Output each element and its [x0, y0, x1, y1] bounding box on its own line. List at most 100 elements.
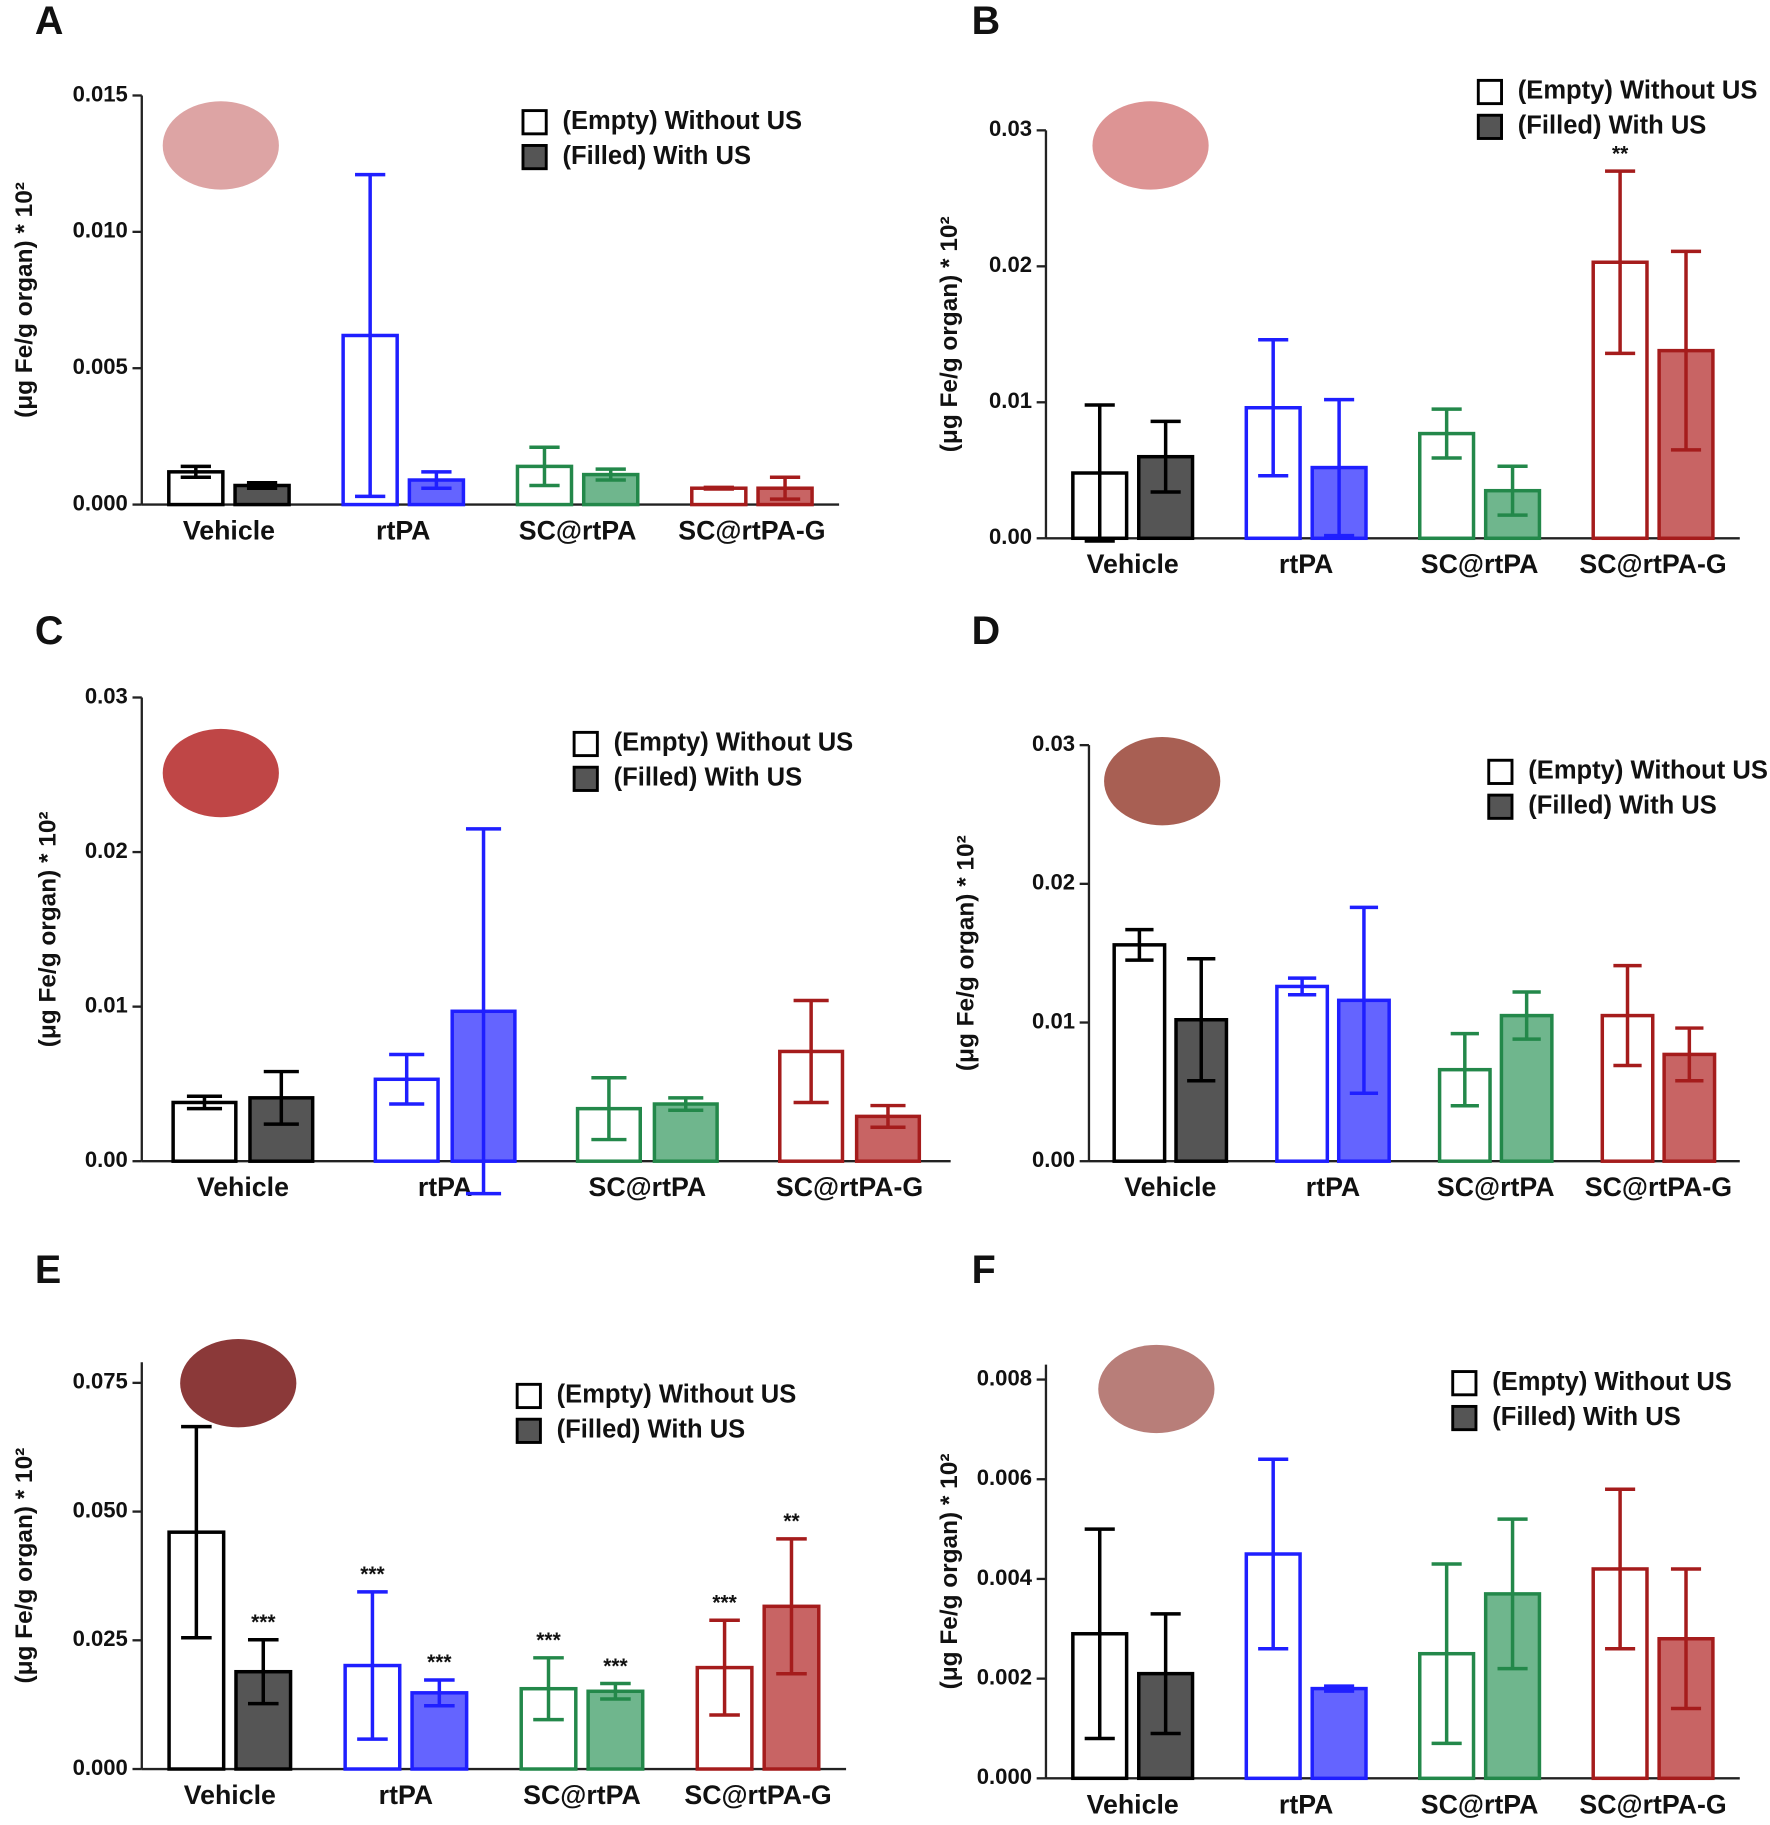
error-bar — [1675, 1026, 1704, 1083]
legend-label: (Filled) With US — [1528, 791, 1717, 819]
x-tick-label: Vehicle — [184, 1780, 276, 1810]
error-bar — [533, 1656, 564, 1722]
error-bar — [1287, 976, 1317, 997]
y-tick-label: 0.02 — [1032, 870, 1075, 895]
error-bar — [1450, 1031, 1479, 1108]
error-bar — [769, 475, 801, 501]
x-tick-label: rtPA — [1306, 1172, 1360, 1202]
significance-label: *** — [603, 1655, 628, 1678]
y-tick-label: 0.002 — [977, 1664, 1032, 1689]
y-tick-label: 0.01 — [85, 992, 128, 1017]
error-bar — [1670, 1567, 1702, 1711]
legend-label: (Empty) Without US — [557, 1381, 797, 1409]
x-tick-label: rtPA — [1279, 549, 1333, 579]
x-tick-label: Vehicle — [1087, 1789, 1179, 1819]
organ-icon — [162, 728, 279, 818]
x-tick-label: rtPA — [1279, 1789, 1333, 1819]
error-bar — [1605, 169, 1636, 356]
legend-swatch — [572, 765, 599, 792]
x-tick-label: SC@rtPA — [1421, 1789, 1539, 1819]
x-tick-label: SC@rtPA — [1437, 1172, 1555, 1202]
y-axis-label: (μg Fe/g organ) * 10² — [34, 811, 61, 1047]
error-bar — [668, 1096, 704, 1112]
legend-swatch — [515, 1417, 542, 1444]
legend-swatch — [1451, 1404, 1478, 1432]
error-bar — [1150, 1612, 1181, 1736]
significance-label: *** — [712, 1591, 737, 1614]
significance-label: *** — [536, 1629, 561, 1652]
significance-label: ** — [1612, 142, 1629, 165]
y-tick-label: 0.01 — [989, 388, 1032, 413]
error-bar — [181, 1424, 212, 1640]
y-axis-label: (μg Fe/g organ) * 10² — [936, 216, 963, 452]
y-tick-label: 0.03 — [85, 683, 128, 708]
error-bar — [1670, 249, 1702, 452]
bar — [171, 1100, 238, 1163]
legend-label: (Empty) Without US — [1528, 757, 1768, 785]
panel: C (μg Fe/g organ) * 10² 0.00 0.01 0.02 0.03 Ve… — [34, 609, 951, 1202]
bar — [586, 1689, 645, 1771]
organ-icon — [1092, 101, 1209, 190]
y-tick-label: 0.00 — [1032, 1147, 1075, 1172]
y-tick-label: 0.02 — [85, 838, 128, 863]
panel: A (μg Fe/g organ) * 10² 0.000 0.005 0.010 0.0… — [11, 0, 840, 546]
error-bar — [355, 172, 386, 499]
legend-label: (Filled) With US — [562, 142, 751, 170]
panel: E (μg Fe/g organ) * 10² 0.000 0.025 0.050 0.0… — [11, 1248, 847, 1810]
x-tick-label: rtPA — [379, 1780, 433, 1810]
panel-letter: E — [35, 1248, 61, 1292]
error-bar — [1497, 1517, 1528, 1671]
error-bar — [1084, 403, 1115, 543]
bar — [248, 1096, 315, 1163]
x-tick-label: SC@rtPA-G — [684, 1780, 831, 1810]
error-bar — [703, 485, 734, 491]
panel-letter: A — [35, 0, 64, 43]
y-tick-label: 0.010 — [73, 218, 128, 243]
y-tick-label: 0.000 — [977, 1764, 1032, 1789]
organ-icon — [180, 1339, 297, 1428]
error-bar — [591, 1075, 627, 1142]
error-bar — [465, 827, 502, 1196]
y-tick-label: 0.03 — [989, 116, 1032, 141]
y-axis-label: (μg Fe/g organ) * 10² — [952, 835, 979, 1071]
bar — [1418, 431, 1476, 541]
y-tick-label: 0.050 — [73, 1497, 128, 1522]
bar — [1112, 943, 1167, 1163]
x-tick-label: SC@rtPA — [519, 516, 637, 546]
legend-swatch — [521, 144, 548, 171]
organ-icon — [1098, 1344, 1215, 1434]
y-tick-label: 0.00 — [989, 524, 1032, 549]
error-bar — [600, 1681, 631, 1701]
error-bar — [1187, 956, 1216, 1083]
x-tick-label: Vehicle — [197, 1172, 289, 1202]
error-bar — [1084, 1527, 1115, 1741]
panel-letter: D — [972, 609, 1001, 653]
x-tick-label: SC@rtPA-G — [1585, 1172, 1732, 1202]
y-tick-label: 0.02 — [989, 252, 1032, 277]
y-axis-label: (μg Fe/g organ) * 10² — [936, 1454, 963, 1690]
y-tick-label: 0.03 — [1032, 731, 1075, 756]
legend-swatch — [1487, 793, 1514, 820]
legend-label: (Filled) With US — [1492, 1403, 1681, 1431]
legend-label: (Filled) With US — [614, 764, 803, 792]
legend-label: (Empty) Without US — [1518, 77, 1758, 105]
x-tick-label: Vehicle — [1087, 549, 1179, 579]
bar — [373, 1077, 440, 1163]
y-tick-label: 0.025 — [73, 1626, 128, 1651]
legend-swatch — [1451, 1370, 1478, 1397]
error-bar — [1613, 963, 1642, 1068]
y-tick-label: 0.006 — [977, 1465, 1032, 1490]
y-tick-label: 0.000 — [73, 1755, 128, 1780]
error-bar — [186, 1094, 223, 1111]
error-bar — [246, 481, 278, 490]
panel-letter: B — [972, 0, 1001, 43]
significance-label: *** — [251, 1611, 276, 1634]
x-tick-label: Vehicle — [183, 516, 275, 546]
error-bar — [1125, 927, 1154, 962]
organ-icon — [1104, 737, 1221, 826]
error-bar — [1605, 1487, 1636, 1651]
y-tick-label: 0.000 — [73, 490, 128, 515]
bar — [519, 1686, 578, 1771]
